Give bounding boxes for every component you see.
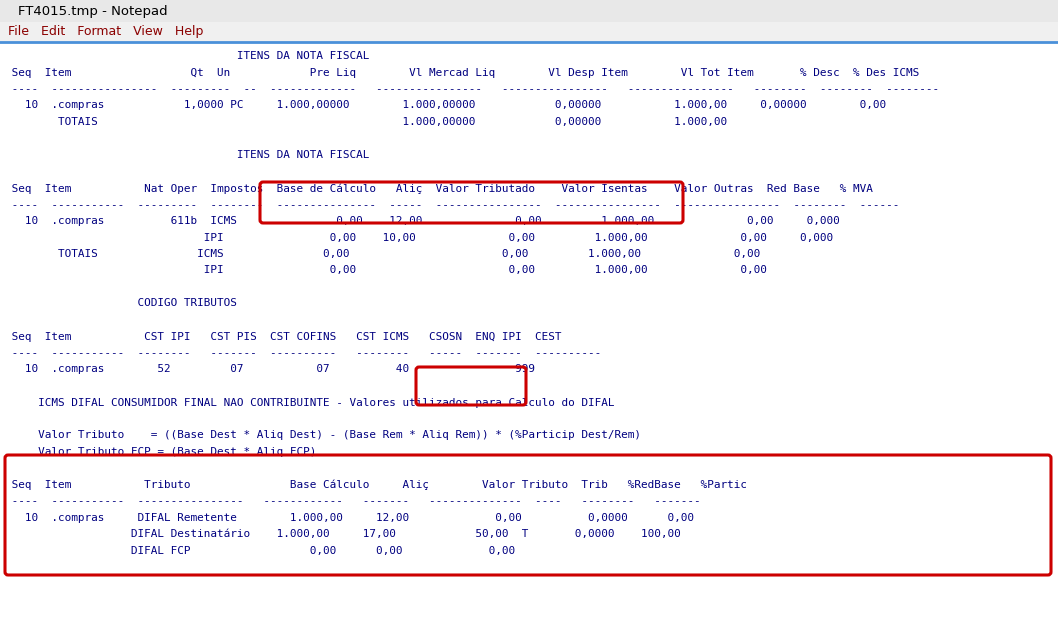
Text: CODIGO TRIBUTOS: CODIGO TRIBUTOS: [5, 299, 237, 308]
Text: ----  -----------  --------   -------  ----------   --------   -----  -------  -: ---- ----------- -------- ------- ------…: [5, 348, 601, 358]
Text: 10  .compras     DIFAL Remetente        1.000,00     12,00             0,00     : 10 .compras DIFAL Remetente 1.000,00 12,…: [5, 513, 694, 523]
Text: 10  .compras          611b  ICMS               0,00    12,00              0,00  : 10 .compras 611b ICMS 0,00 12,00 0,00: [5, 216, 840, 226]
Text: ITENS DA NOTA FISCAL: ITENS DA NOTA FISCAL: [5, 150, 369, 160]
Text: ----  -----------  ---------  --------  ---------------  -----  ----------------: ---- ----------- --------- -------- ----…: [5, 199, 899, 210]
Text: TOTAIS                                              1.000,00000            0,000: TOTAIS 1.000,00000 0,000: [5, 117, 727, 127]
Text: IPI                0,00                       0,00         1.000,00             : IPI 0,00 0,00 1.000,00: [5, 265, 767, 276]
Text: Valor Tributo    = ((Base Dest * Aliq Dest) - (Base Rem * Aliq Rem)) * (%Partici: Valor Tributo = ((Base Dest * Aliq Dest)…: [5, 431, 641, 441]
Text: ----  -----------  ----------------   ------------   -------   --------------  -: ---- ----------- ---------------- ------…: [5, 497, 700, 507]
Text: 10  .compras            1,0000 PC     1.000,00000        1.000,00000            : 10 .compras 1,0000 PC 1.000,00000 1.000,…: [5, 101, 887, 110]
Text: DIFAL Destinatário    1.000,00     17,00            50,00  T       0,0000    100: DIFAL Destinatário 1.000,00 17,00 50,00 …: [5, 529, 680, 539]
Bar: [0, 0, 1058, 22]
Text: File   Edit   Format   View   Help: File Edit Format View Help: [8, 25, 203, 38]
Text: Seq  Item                  Qt  Un            Pre Liq        Vl Mercad Liq       : Seq Item Qt Un Pre Liq Vl Mercad Liq: [5, 67, 919, 78]
Text: ICMS DIFAL CONSUMIDOR FINAL NAO CONTRIBUINTE - Valores utilizados para Calculo d: ICMS DIFAL CONSUMIDOR FINAL NAO CONTRIBU…: [5, 397, 615, 407]
Text: Seq  Item           CST IPI   CST PIS  CST COFINS   CST ICMS   CSOSN  ENQ IPI  C: Seq Item CST IPI CST PIS CST COFINS CST …: [5, 331, 562, 341]
Text: 10  .compras        52         07           07          40                999: 10 .compras 52 07 07 40 999: [5, 365, 535, 375]
Text: IPI                0,00    10,00              0,00         1.000,00             : IPI 0,00 10,00 0,00 1.000,00: [5, 233, 833, 242]
Text: Valor Tributo FCP = (Base Dest * Aliq FCP): Valor Tributo FCP = (Base Dest * Aliq FC…: [5, 447, 316, 457]
Text: TOTAIS               ICMS               0,00                       0,00         : TOTAIS ICMS 0,00 0,00: [5, 249, 761, 259]
Text: Seq  Item           Nat Oper  Impostos  Base de Cálculo   Aliç  Valor Tributado : Seq Item Nat Oper Impostos Base de Cálcu…: [5, 183, 873, 194]
Bar: [0, 22, 1058, 42]
Text: Seq  Item           Tributo               Base Cálculo     Aliç        Valor Tri: Seq Item Tributo Base Cálculo Aliç Valor…: [5, 480, 747, 491]
Text: ----  ----------------  ---------  --  -------------   ----------------   ------: ---- ---------------- --------- -- -----…: [5, 84, 940, 94]
Text: ITENS DA NOTA FISCAL: ITENS DA NOTA FISCAL: [5, 51, 369, 61]
Text: DIFAL FCP                  0,00      0,00             0,00: DIFAL FCP 0,00 0,00 0,00: [5, 546, 515, 556]
Text: FT4015.tmp - Notepad: FT4015.tmp - Notepad: [18, 4, 167, 17]
